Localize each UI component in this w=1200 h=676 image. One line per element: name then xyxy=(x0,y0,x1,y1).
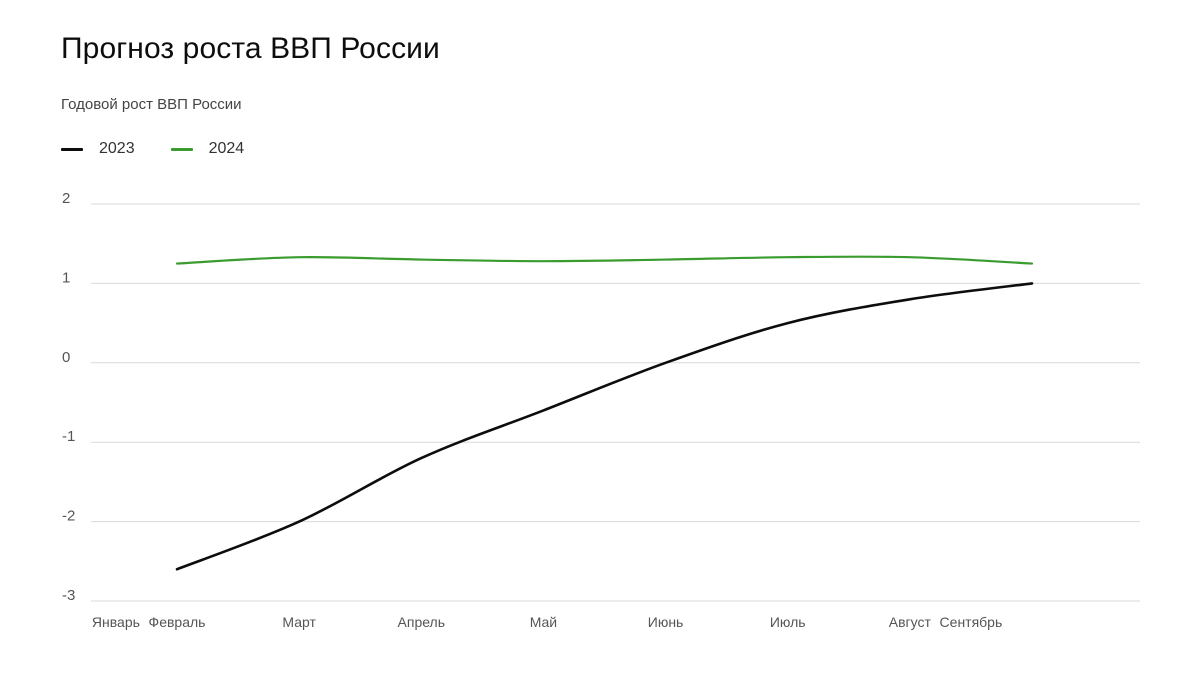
legend-item-2023: 2023 xyxy=(61,140,135,158)
chart-title: Прогноз роста ВВП России xyxy=(61,32,440,65)
series-line-2023 xyxy=(175,282,1034,571)
y-tick-label: -2 xyxy=(62,508,75,525)
chart-subtitle: Годовой рост ВВП России xyxy=(61,96,242,113)
x-tick-label: Февраль xyxy=(149,614,206,630)
legend: 2023 2024 xyxy=(61,140,244,158)
series-line-2024 xyxy=(175,255,1034,265)
x-tick-label: Март xyxy=(282,614,316,630)
x-tick-label: Июнь xyxy=(648,614,684,630)
x-tick-label: Апрель xyxy=(398,614,446,630)
y-tick-label: 0 xyxy=(62,349,70,366)
y-tick-label: -3 xyxy=(62,587,75,604)
legend-swatch-2023 xyxy=(61,147,83,151)
legend-item-2024: 2024 xyxy=(170,140,245,158)
x-tick-label: Июль xyxy=(770,614,806,630)
x-tick-label: Сентябрь xyxy=(940,614,1003,630)
legend-swatch-2024 xyxy=(170,147,193,151)
legend-label-2023: 2023 xyxy=(99,140,135,157)
y-tick-label: -1 xyxy=(62,428,75,445)
x-tick-label: Январь xyxy=(92,614,140,630)
y-tick-label: 2 xyxy=(62,190,70,207)
y-tick-label: 1 xyxy=(62,269,70,286)
x-tick-label: Август xyxy=(889,614,932,630)
x-tick-label: Май xyxy=(530,614,557,630)
legend-label-2024: 2024 xyxy=(208,140,245,157)
